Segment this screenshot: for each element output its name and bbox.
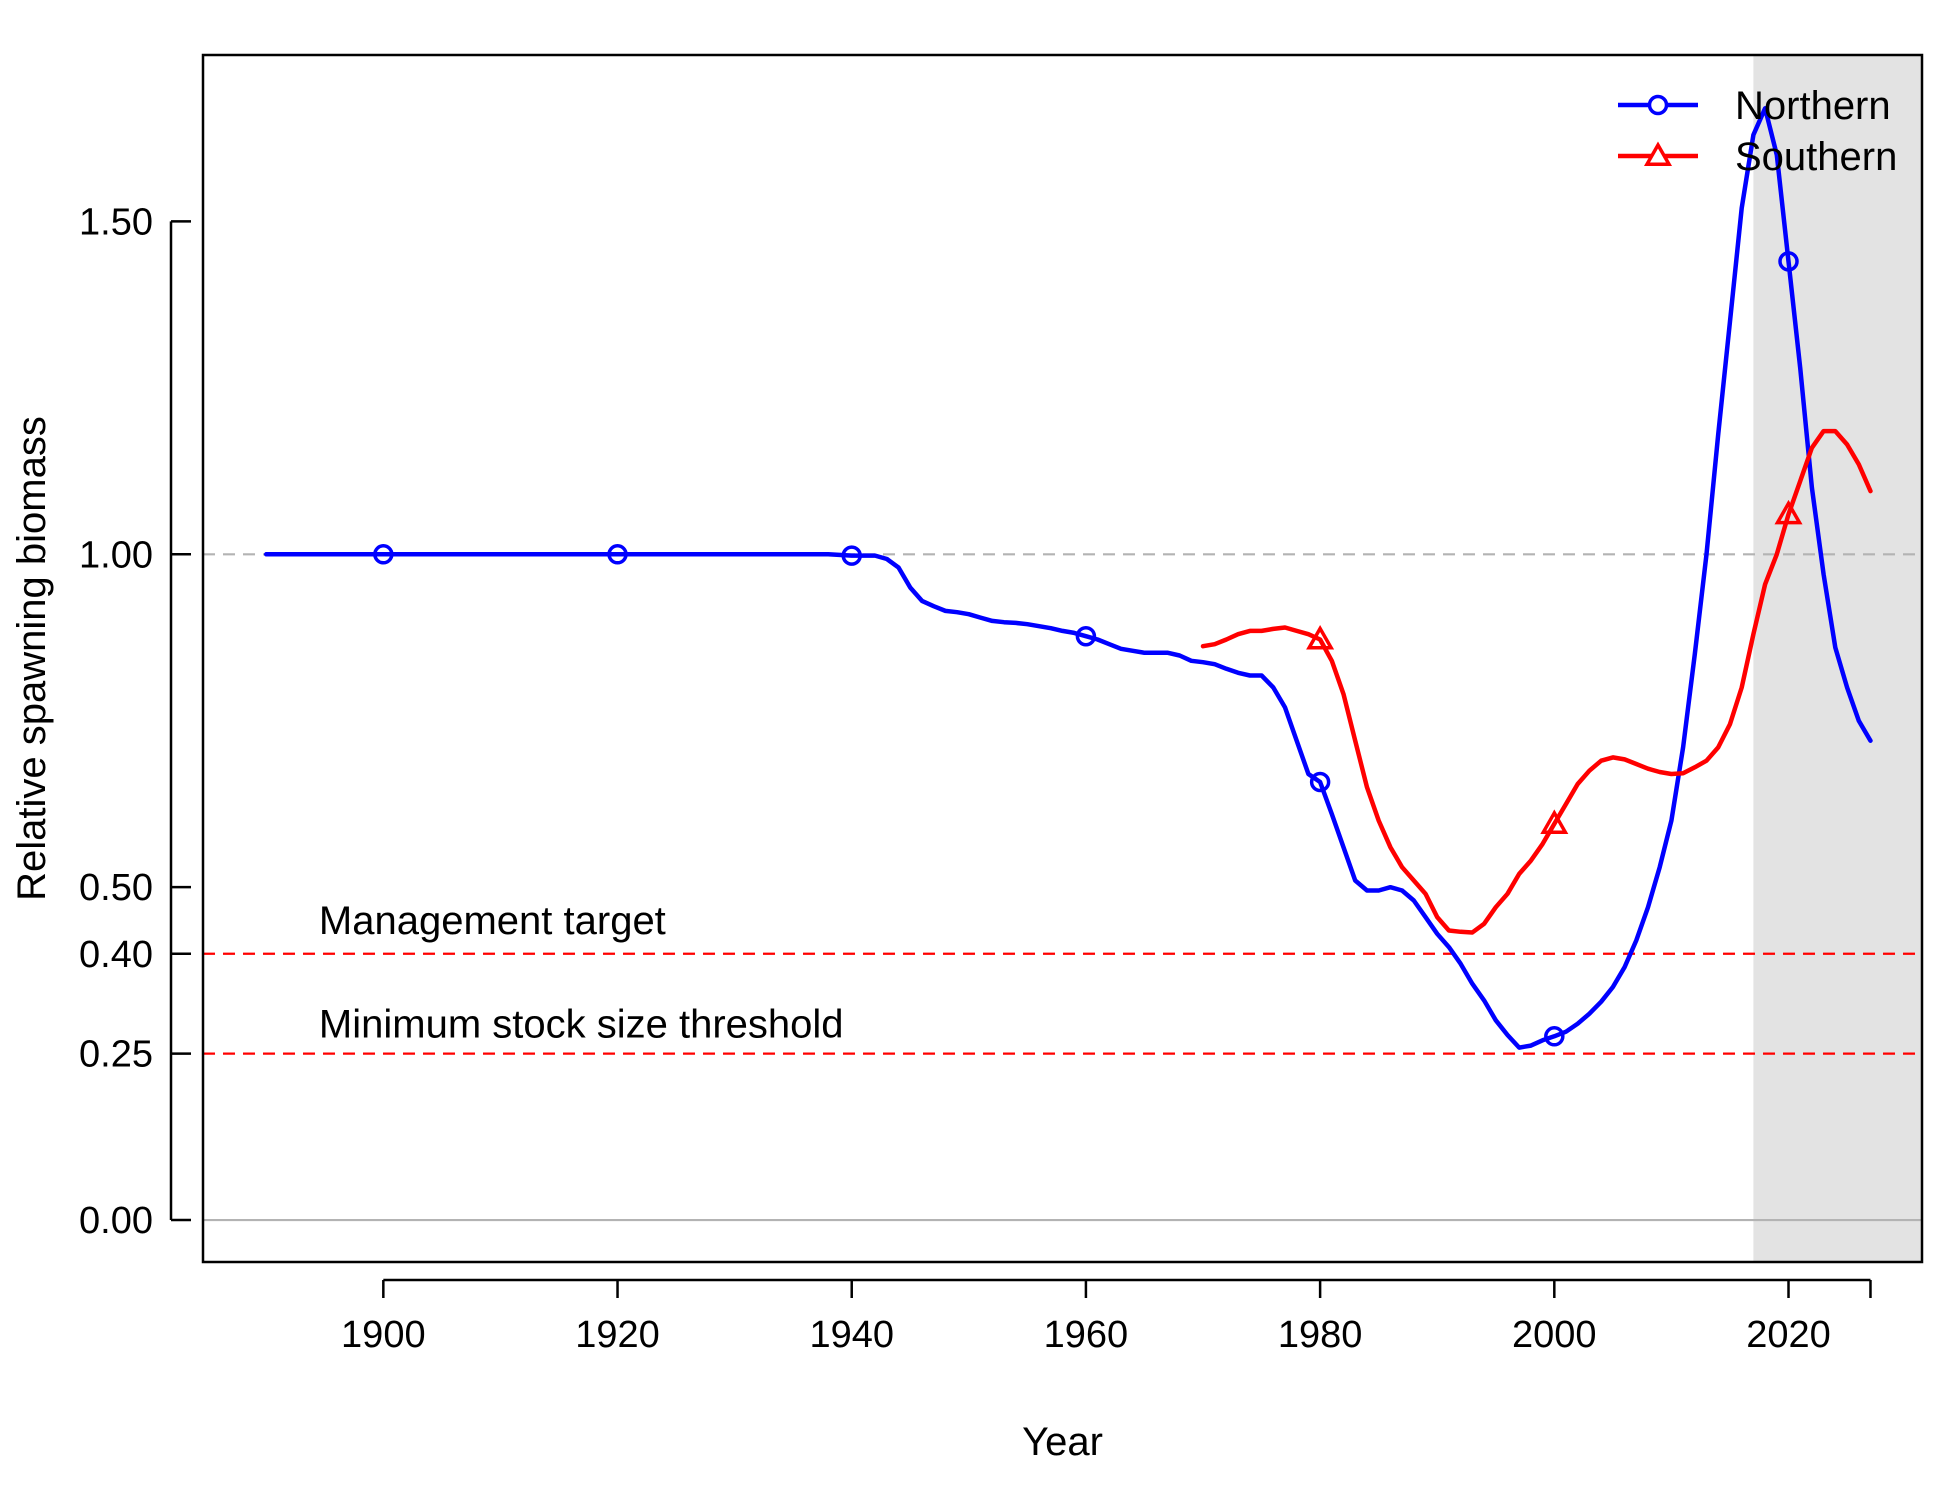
y-tick-label-1.00: 1.00 bbox=[79, 534, 153, 576]
legend: Northern Southern bbox=[1618, 84, 1897, 179]
marker-southern-2000 bbox=[1540, 809, 1569, 834]
x-axis-title: Year bbox=[1022, 1420, 1103, 1464]
management-target-label: Management target bbox=[319, 899, 666, 943]
minimum-stock-threshold-label: Minimum stock size threshold bbox=[319, 1003, 844, 1047]
y-tick-label-0.40: 0.40 bbox=[79, 934, 153, 976]
y-axis: 0.00 0.25 0.40 0.50 1.00 1.50 bbox=[79, 201, 191, 1242]
legend-marker-southern bbox=[1643, 141, 1673, 166]
marker-northern-1900 bbox=[373, 544, 394, 565]
x-tick-label-2000: 2000 bbox=[1512, 1314, 1597, 1356]
marker-southern-2020 bbox=[1774, 499, 1803, 525]
marker-northern-1960 bbox=[1075, 625, 1097, 647]
plot-frame bbox=[201, 53, 1924, 1264]
x-tick-label-1940: 1940 bbox=[809, 1314, 894, 1356]
x-tick-label-1960: 1960 bbox=[1044, 1314, 1129, 1356]
y-tick-label-1.50: 1.50 bbox=[79, 201, 153, 243]
y-tick-label-0.50: 0.50 bbox=[79, 867, 153, 909]
x-axis: 1900 1920 1940 1960 1980 2000 2020 bbox=[341, 1278, 1872, 1356]
x-tick-label-1980: 1980 bbox=[1278, 1314, 1363, 1356]
legend-label-southern: Southern bbox=[1735, 135, 1897, 179]
marker-northern-1940 bbox=[841, 545, 862, 566]
legend-marker-northern bbox=[1647, 94, 1669, 116]
x-tick-label-1900: 1900 bbox=[341, 1314, 426, 1356]
marker-northern-2000 bbox=[1544, 1026, 1565, 1047]
plot-area: Management target Minimum stock size thr… bbox=[201, 53, 1924, 1264]
y-axis-title: Relative spawning biomass bbox=[10, 416, 54, 901]
marker-layer bbox=[373, 251, 1803, 1047]
marker-southern-1980 bbox=[1306, 624, 1335, 650]
series-line-northern bbox=[263, 106, 1873, 1050]
y-tick-label-0.25: 0.25 bbox=[79, 1034, 153, 1076]
marker-northern-1980 bbox=[1309, 771, 1331, 793]
marker-northern-1920 bbox=[607, 544, 628, 565]
marker-northern-2020 bbox=[1778, 251, 1799, 272]
x-tick-label-1920: 1920 bbox=[575, 1314, 660, 1356]
x-tick-label-2020: 2020 bbox=[1746, 1314, 1831, 1356]
legend-label-northern: Northern bbox=[1735, 84, 1891, 128]
y-tick-label-0.00: 0.00 bbox=[79, 1200, 153, 1242]
